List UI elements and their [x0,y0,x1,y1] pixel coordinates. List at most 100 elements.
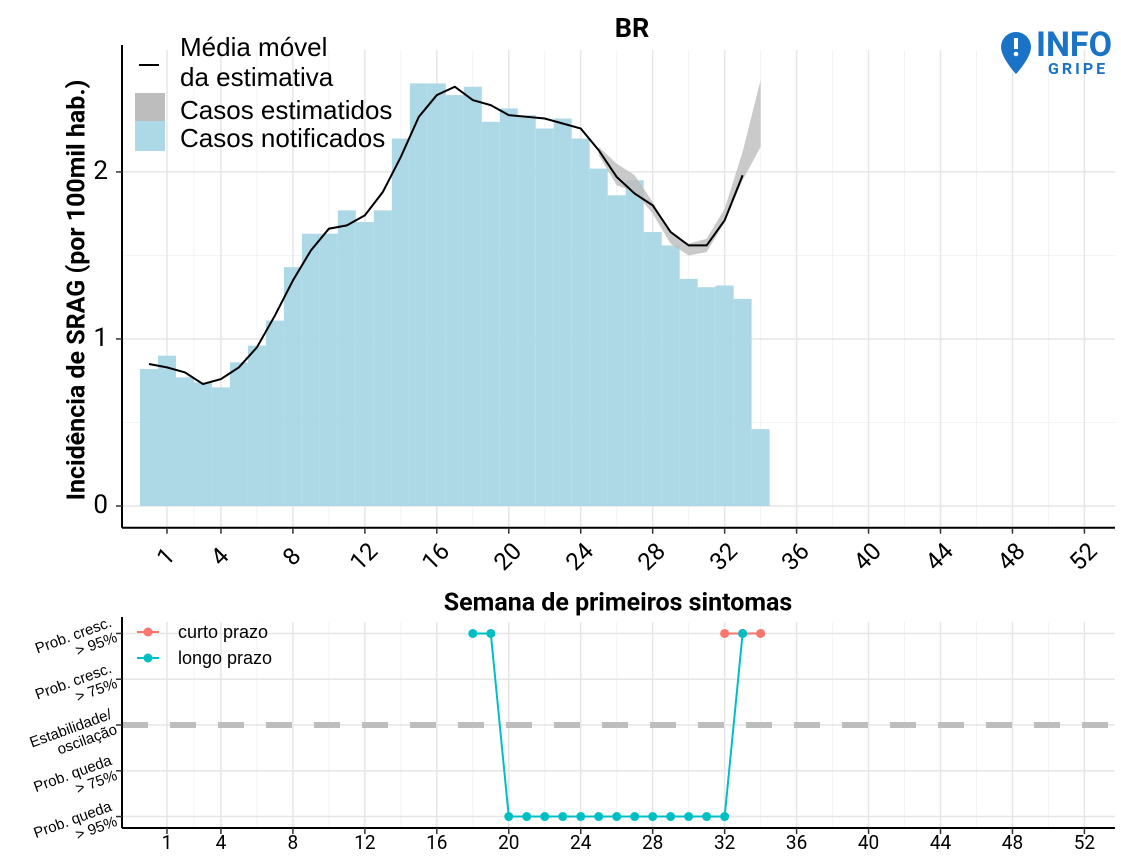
point [612,812,622,822]
bar [679,278,698,506]
x-tick-label: 52 [1074,831,1095,854]
point [540,812,550,822]
point [468,628,478,638]
x-axis-title: Semana de primeiros sintomas [444,589,792,618]
bar [337,210,356,506]
y-tick-label: 2 [93,156,108,186]
point [504,812,514,822]
line [148,85,744,386]
x-tick-label: 44 [920,537,959,576]
x-tick-label: 4 [205,542,234,571]
point [738,628,748,638]
point [522,812,532,822]
bar [481,121,500,506]
point [576,812,586,822]
x-tick-label: 24 [560,537,599,576]
x-tick-label: 40 [858,831,879,854]
x-tick-label: 8 [288,831,299,854]
bar [157,355,176,506]
plot-1: 1 4 8 12 16 20 24 28 32 36 40 44 48 52 [116,617,1115,854]
bar [319,233,338,506]
bar [373,210,392,506]
x-tick-label: 1 [151,542,180,571]
line [472,632,744,818]
y-tick-label: 1 [93,323,108,353]
x-tick-label: 8 [277,542,306,571]
x-tick-label: 48 [992,537,1031,576]
bar [229,362,248,506]
x-tick-label: 28 [642,831,663,854]
bar [589,168,608,506]
bar [517,115,536,506]
point [720,812,730,822]
x-tick-label: 12 [354,831,375,854]
bar [193,382,212,506]
bar [355,222,374,506]
x-tick-label: 40 [848,537,887,576]
point [702,812,712,822]
y-tick-label: 0 [93,490,108,520]
bar [625,180,644,506]
bar [427,83,446,506]
legend-label: curto prazo [178,622,269,642]
legend-key [143,653,153,663]
logo-mark [1014,38,1018,49]
legend-label: Casos notificados [180,123,386,153]
point [648,812,658,822]
logo-mark [1013,51,1019,57]
bar [733,298,752,506]
legend-key [135,121,165,151]
legend-key [143,627,153,637]
y-axis-title: Incidência de SRAG (por 100mil hab.) [63,80,92,501]
point [630,812,640,822]
x-tick-label: 36 [786,831,807,854]
x-tick-label: 20 [488,537,527,576]
bar [571,138,590,506]
bar [409,83,428,506]
legend-label: Casos estimatidos [180,95,393,125]
x-tick-label: 16 [426,831,447,854]
x-tick-label: 36 [776,537,815,576]
point [486,628,496,638]
chart-title: BR [615,12,650,44]
bar [445,95,464,506]
x-tick-label: 20 [498,831,519,854]
x-tick-label: 52 [1064,537,1103,576]
bar [643,232,662,506]
bar [139,369,158,506]
x-tick-label: 44 [930,831,952,854]
x-tick-label: 32 [704,537,743,576]
bar [607,195,626,506]
bar [535,128,554,506]
x-tick-label: 12 [344,537,383,576]
bar [751,429,770,506]
bar [697,287,716,506]
point [684,812,694,822]
point [756,628,766,638]
bar [391,138,410,506]
legend-label: longo prazo [178,648,273,668]
bar [247,345,266,506]
x-tick-label: 32 [714,831,735,854]
point [720,628,730,638]
bar [553,118,572,506]
bar [265,320,284,506]
logo-text: GRIPE [1048,59,1108,78]
x-tick-label: 16 [416,537,455,576]
bar [661,245,680,506]
bar [283,267,302,506]
logo-text: INFO [1036,25,1112,65]
bar [211,387,230,506]
x-tick-label: 24 [570,831,592,854]
point [558,812,568,822]
point [666,812,676,822]
legend-key [135,93,165,123]
x-tick-label: 4 [216,831,227,854]
bar [301,233,320,506]
bar [715,285,734,506]
bar [463,86,482,506]
point [594,812,604,822]
